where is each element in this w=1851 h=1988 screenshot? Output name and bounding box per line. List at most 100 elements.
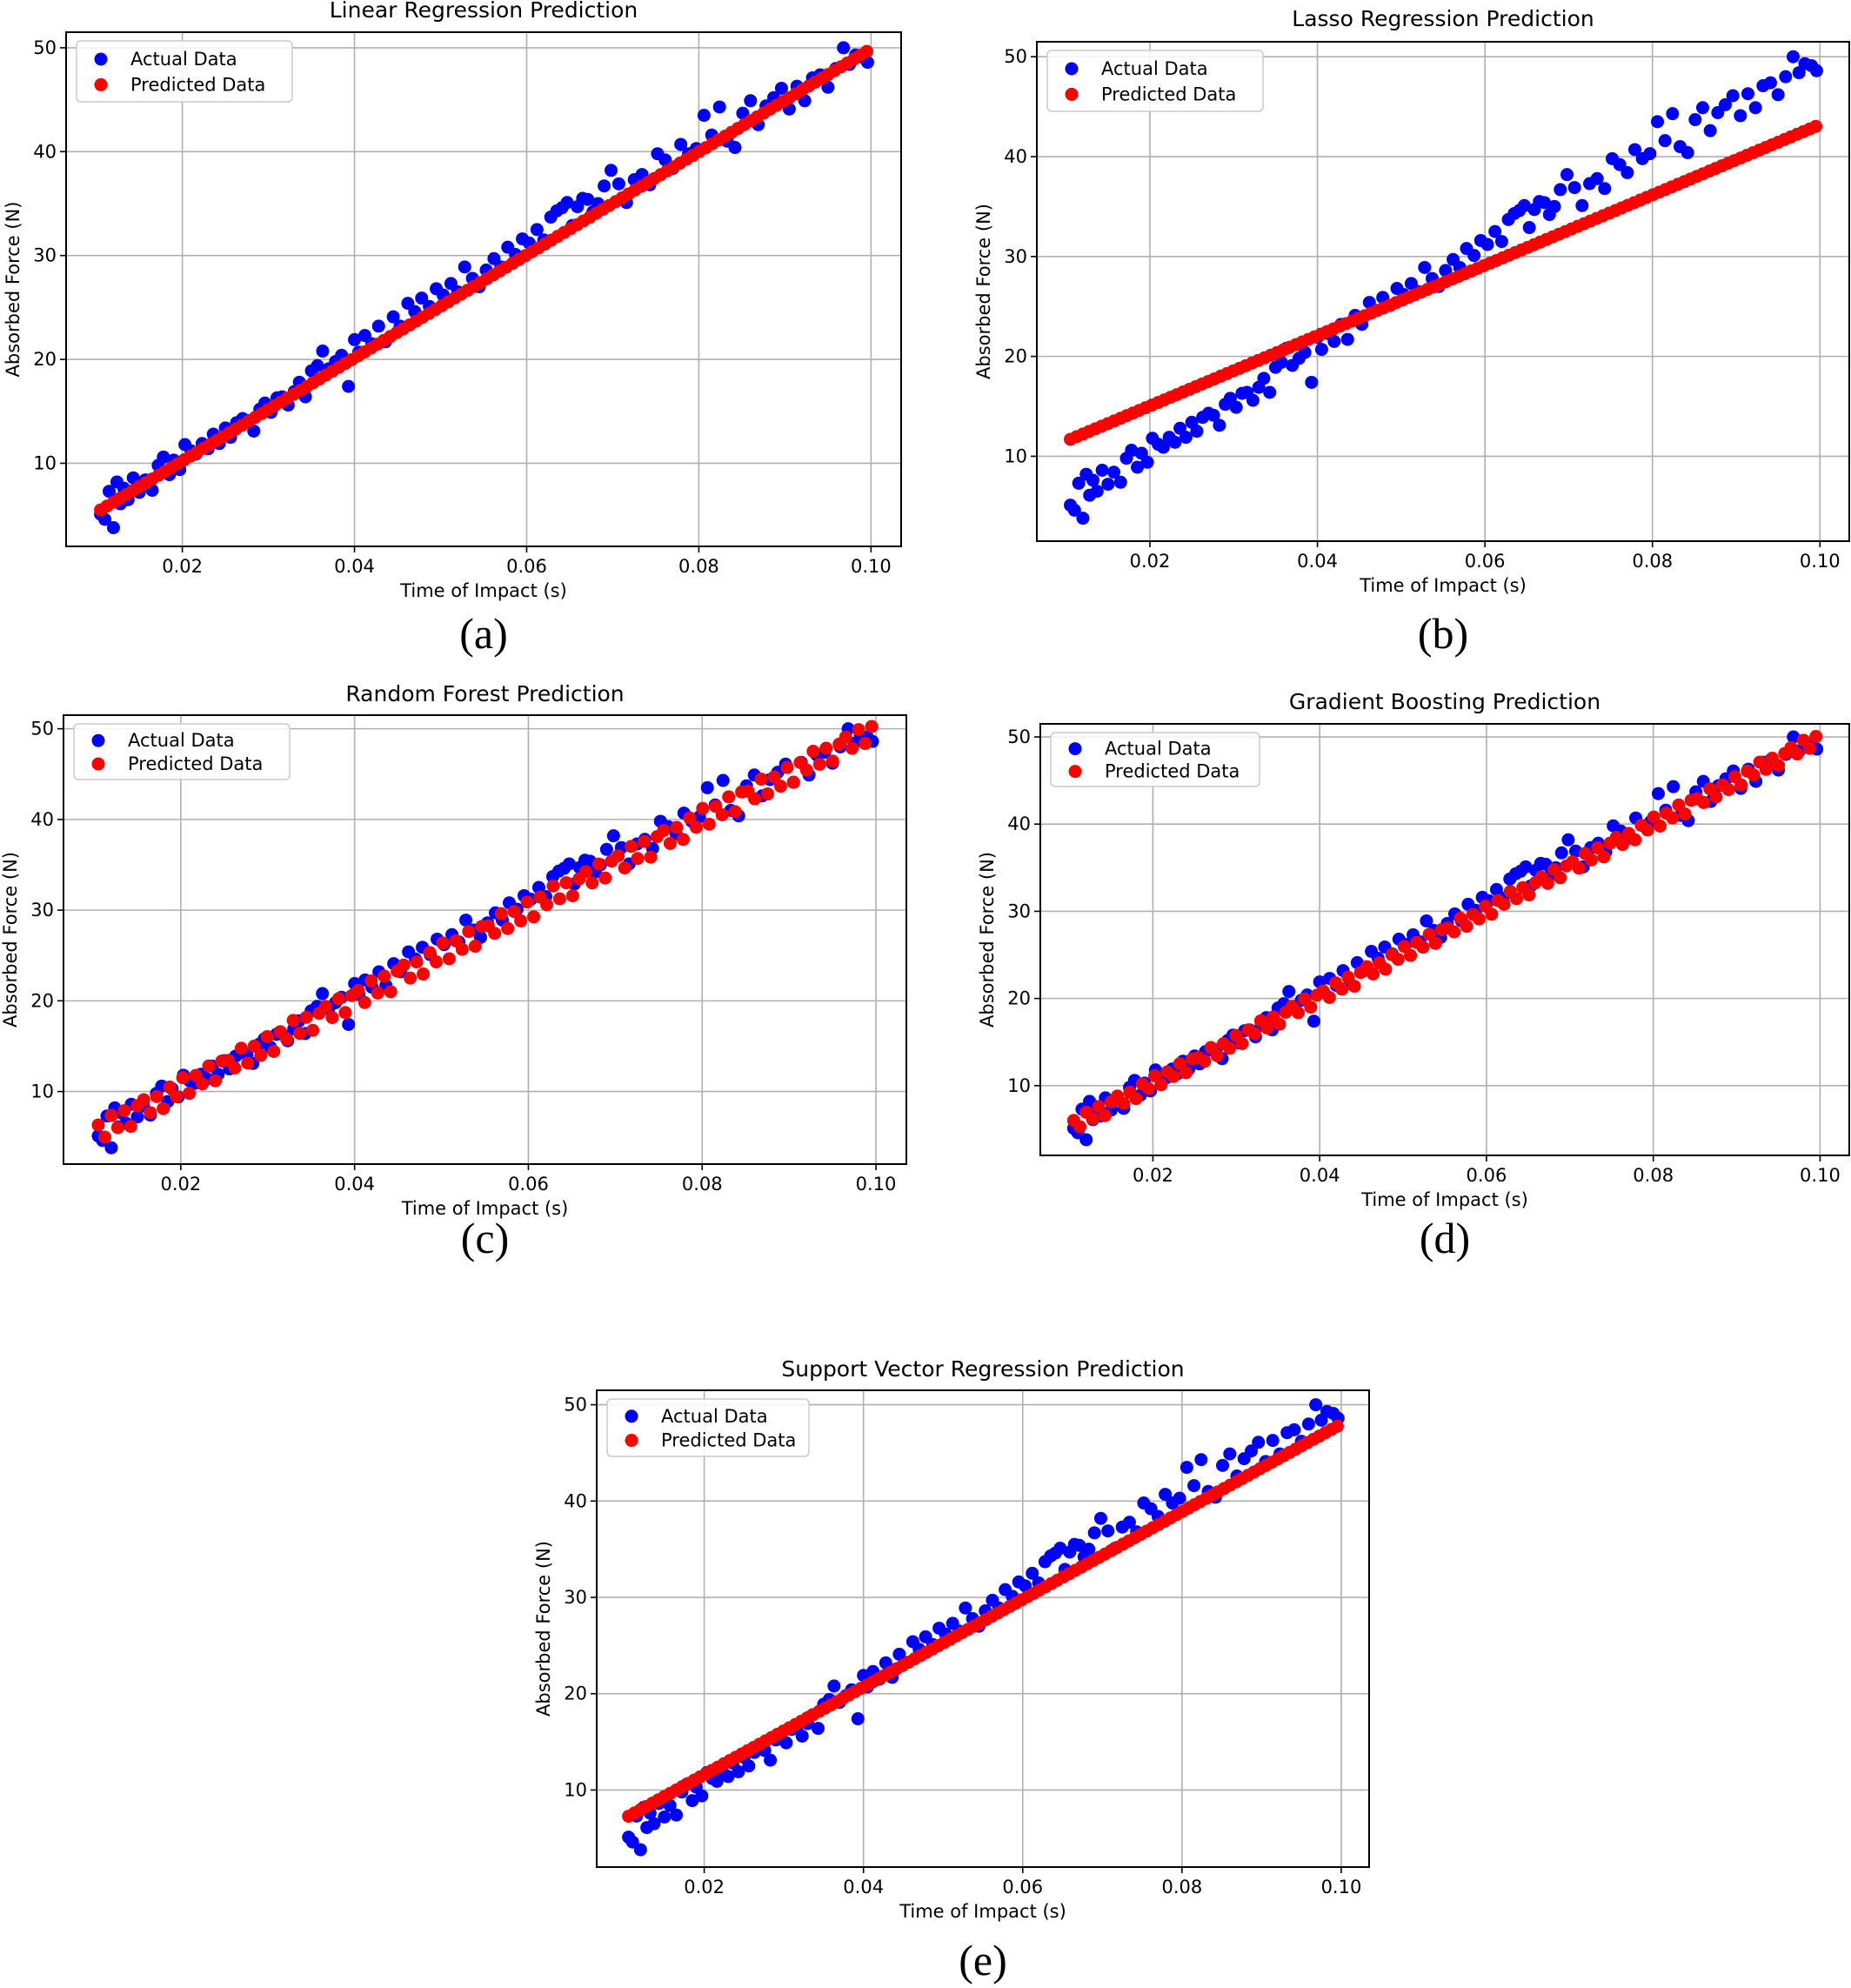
- actual-data-point: [1252, 1436, 1266, 1449]
- x-tick-label: 0.02: [162, 556, 203, 577]
- actual-data-point: [1340, 332, 1354, 346]
- x-axis-label: Time of Impact (s): [401, 1198, 569, 1219]
- predicted-data-point: [1129, 1092, 1143, 1106]
- plot-frame: [65, 31, 902, 547]
- predicted-data-point: [494, 907, 508, 920]
- predicted-data-point: [241, 1056, 255, 1070]
- actual-data-point: [560, 196, 574, 210]
- x-tick-label: 0.06: [506, 556, 547, 577]
- y-tick-label: 30: [33, 245, 57, 266]
- series-predicted-data: [622, 1419, 1344, 1824]
- x-tick-label: 0.02: [160, 1174, 201, 1195]
- predicted-data-point: [806, 745, 820, 759]
- legend-label-actual: Actual Data: [661, 1406, 768, 1427]
- actual-data-point: [342, 379, 356, 393]
- predicted-data-point: [208, 1074, 222, 1088]
- predicted-data-point: [799, 763, 813, 777]
- predicted-data-point: [331, 992, 345, 1006]
- actual-data-point: [316, 345, 330, 358]
- actual-data-point: [658, 1810, 672, 1824]
- predicted-data-point: [455, 942, 469, 956]
- predicted-data-point: [611, 849, 625, 863]
- y-tick-label: 50: [1007, 726, 1031, 747]
- actual-data-point: [959, 1601, 972, 1615]
- actual-data-point: [1779, 70, 1793, 84]
- legend-marker-predicted: [625, 1434, 638, 1448]
- actual-data-point: [1306, 1014, 1320, 1028]
- x-tick-label: 0.04: [1300, 1165, 1340, 1186]
- predicted-data-point: [1666, 811, 1680, 825]
- legend-box: [1050, 732, 1260, 787]
- actual-data-point: [700, 780, 714, 794]
- predicted-data-point: [1223, 1041, 1237, 1055]
- predicted-data-point: [1260, 1021, 1274, 1035]
- predicted-data-point: [1497, 897, 1511, 911]
- predicted-data-point: [722, 790, 736, 804]
- chart-title: Support Vector Regression Prediction: [781, 1356, 1184, 1382]
- predicted-data-point: [825, 754, 839, 768]
- predicted-data-point: [157, 1101, 170, 1115]
- y-tick-label: 30: [1004, 246, 1027, 267]
- y-tick-label: 40: [564, 1490, 587, 1511]
- y-tick-label: 50: [564, 1395, 587, 1416]
- x-tick-label: 0.04: [843, 1877, 884, 1898]
- chart-title: Linear Regression Prediction: [330, 0, 638, 23]
- predicted-data-point: [1404, 948, 1418, 962]
- predicted-data-point: [761, 787, 775, 801]
- x-tick-label: 0.08: [1633, 1165, 1674, 1186]
- y-tick-label: 50: [1004, 46, 1027, 67]
- actual-data-point: [106, 521, 120, 535]
- actual-data-point: [606, 829, 620, 843]
- actual-data-point: [1467, 249, 1481, 263]
- y-tick-label: 10: [33, 452, 57, 473]
- predicted-data-point: [183, 1087, 197, 1101]
- panel-caption: (b): [1418, 609, 1468, 658]
- actual-data-point: [130, 1110, 144, 1124]
- y-tick-label: 30: [564, 1587, 587, 1608]
- legend-label-predicted: Predicted Data: [128, 753, 263, 774]
- predicted-data-point: [754, 773, 768, 786]
- actual-data-point: [611, 177, 625, 191]
- predicted-data-point: [137, 1093, 150, 1107]
- actual-data-point: [1190, 425, 1204, 438]
- predicted-data-point: [1509, 892, 1523, 906]
- predicted-data-point: [410, 955, 424, 969]
- x-tick-label: 0.08: [1632, 551, 1673, 572]
- predicted-data-point: [364, 974, 378, 988]
- legend-label-actual: Actual Data: [130, 49, 237, 70]
- y-axis-label: Absorbed Force (N): [0, 852, 21, 1027]
- predicted-data-point: [585, 876, 599, 890]
- actual-data-point: [1287, 1422, 1301, 1436]
- predicted-data-point: [110, 1121, 124, 1135]
- predicted-data-point: [1759, 762, 1773, 776]
- x-axis-label: Time of Impact (s): [1359, 575, 1527, 596]
- legend-marker-actual: [1065, 62, 1079, 76]
- y-tick-label: 20: [564, 1683, 587, 1704]
- actual-data-point: [1554, 846, 1568, 860]
- chart-title: Gradient Boosting Prediction: [1289, 689, 1600, 714]
- x-tick-label: 0.02: [1133, 1165, 1173, 1186]
- predicted-data-point: [117, 1104, 131, 1118]
- actual-data-point: [316, 987, 330, 1001]
- legend-marker-actual: [625, 1409, 638, 1423]
- predicted-data-point: [417, 967, 431, 981]
- actual-data-point: [1519, 860, 1533, 874]
- actual-data-point: [1786, 50, 1800, 64]
- predicted-data-point: [683, 811, 697, 825]
- series-actual-data: [91, 722, 879, 1155]
- actual-data-point: [1554, 183, 1567, 197]
- plot-frame: [596, 1389, 1370, 1868]
- predicted-data-point: [267, 1044, 281, 1058]
- predicted-data-point: [254, 1048, 268, 1062]
- predicted-data-point: [689, 820, 703, 834]
- predicted-data-point: [786, 775, 800, 789]
- legend-box: [1046, 50, 1264, 112]
- actual-data-point: [1101, 478, 1115, 492]
- predicted-data-point: [1790, 747, 1804, 761]
- predicted-data-point: [1641, 823, 1654, 837]
- predicted-data-point: [371, 986, 384, 1000]
- predicted-data-point: [378, 969, 391, 983]
